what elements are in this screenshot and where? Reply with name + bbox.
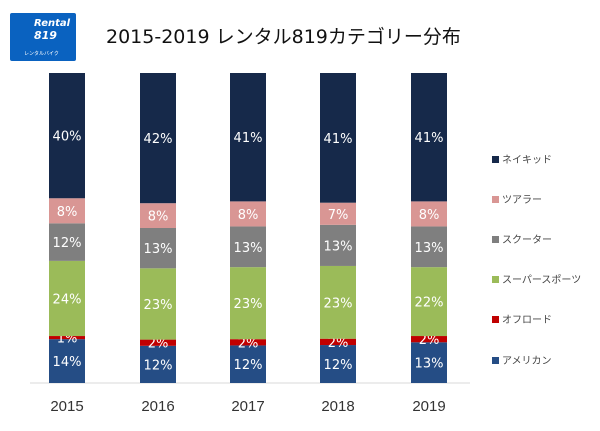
legend-swatch	[492, 156, 499, 163]
legend-label: ツアラー	[502, 194, 542, 206]
chart-title: 2015-2019 レンタル819カテゴリー分布	[106, 26, 461, 48]
x-tick-label: 2015	[50, 398, 83, 415]
data-label: 7%	[328, 208, 349, 223]
bar-segment	[49, 223, 85, 261]
bar-segment	[49, 339, 85, 383]
data-label: 13%	[144, 242, 173, 257]
data-label: 12%	[234, 358, 263, 373]
bar-segment	[320, 73, 356, 203]
data-label: 12%	[324, 358, 353, 373]
data-label: 8%	[148, 210, 169, 225]
data-label: 2%	[419, 333, 440, 348]
data-label: 23%	[324, 296, 353, 311]
legend-swatch	[492, 196, 499, 203]
data-label: 23%	[144, 298, 173, 313]
data-label: 13%	[415, 357, 444, 372]
data-label: 24%	[53, 292, 82, 307]
data-label: 8%	[238, 208, 259, 223]
bar-segment	[411, 201, 447, 227]
data-label: 2%	[328, 336, 349, 351]
bar-segment	[230, 201, 266, 227]
bar-segment	[140, 268, 176, 340]
bar-segment	[320, 345, 356, 383]
data-label: 41%	[234, 131, 263, 146]
legend-swatch	[492, 357, 499, 364]
legend-label: スーパースポーツ	[502, 274, 581, 286]
x-tick-label: 2016	[141, 398, 174, 415]
bar-segment	[140, 228, 176, 269]
bar-segment	[230, 267, 266, 340]
bar-segment	[230, 226, 266, 268]
bar-segment	[49, 336, 85, 340]
data-label: 12%	[144, 358, 173, 373]
data-label: 8%	[419, 208, 440, 223]
x-tick-label: 2017	[231, 398, 264, 415]
x-tick-label: 2019	[412, 398, 445, 415]
bar-segment	[49, 73, 85, 199]
data-label: 22%	[415, 296, 444, 311]
bar-segment	[140, 203, 176, 228]
bar-segment	[140, 345, 176, 383]
legend-swatch	[492, 316, 499, 323]
legend-swatch	[492, 276, 499, 283]
data-label: 40%	[53, 130, 82, 145]
bar-segment	[230, 345, 266, 383]
data-label: 41%	[324, 132, 353, 147]
legend-label: オフロード	[502, 314, 552, 326]
data-label: 2%	[238, 336, 259, 351]
legend-swatch	[492, 236, 499, 243]
data-label: 41%	[415, 131, 444, 146]
bar-segment	[230, 73, 266, 202]
bar-segment	[411, 73, 447, 202]
data-label: 13%	[234, 241, 263, 256]
rental819-logo: Rental 819 レンタルバイク	[10, 13, 76, 61]
bar-segment	[320, 224, 356, 266]
bar-segment	[230, 339, 266, 346]
bar-segment	[49, 260, 85, 337]
data-label: 12%	[53, 236, 82, 251]
bar-segment	[411, 267, 447, 337]
data-label: 13%	[415, 241, 444, 256]
bar-segment	[320, 265, 356, 339]
data-label: 13%	[324, 239, 353, 254]
x-tick-label: 2018	[321, 398, 354, 415]
bar-segment	[320, 202, 356, 225]
data-label: 2%	[148, 337, 169, 352]
bar-segment	[140, 339, 176, 346]
bar-segment	[411, 336, 447, 343]
data-label: 42%	[144, 132, 173, 147]
data-label: 23%	[234, 297, 263, 312]
data-label: 8%	[57, 205, 78, 220]
bar-segment	[140, 73, 176, 204]
legend-label: スクーター	[502, 234, 552, 246]
bar-segment	[411, 342, 447, 383]
data-label: 14%	[53, 355, 82, 370]
bar-segment	[49, 198, 85, 224]
bar-segment	[320, 338, 356, 346]
legend-label: アメリカン	[502, 355, 552, 367]
bar-segment	[411, 226, 447, 268]
legend-label: ネイキッド	[502, 154, 552, 166]
